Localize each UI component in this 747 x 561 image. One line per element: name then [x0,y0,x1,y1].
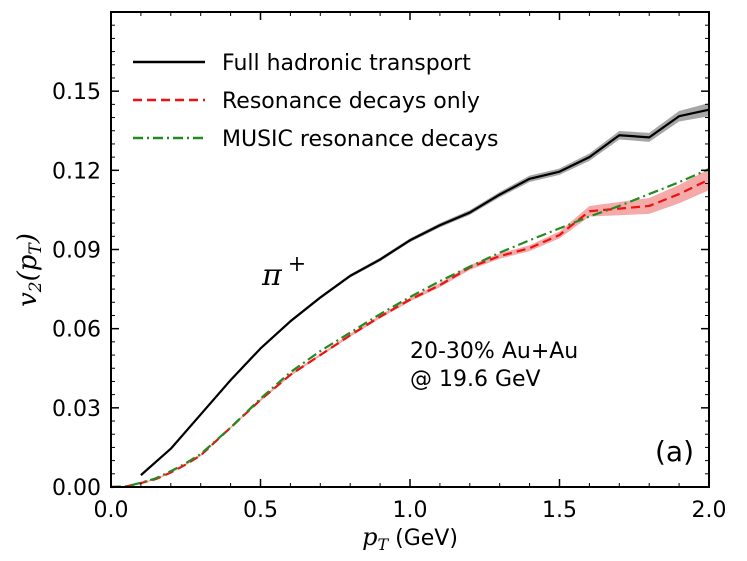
particle-label-sup: + [288,252,306,277]
x-tick-label: 0.0 [94,498,129,523]
y-axis-ticks: 0.00 0.03 0.06 0.09 0.12 0.15 [52,24,709,501]
x-axis-ticks: 0.0 0.5 1.0 1.5 2.0 [94,12,727,523]
series-lines [110,108,710,489]
x-axis-label-sub: T [377,535,389,554]
system-label-line1: 20-30% Au+Au [410,339,578,364]
y-tick-label: 0.00 [52,476,101,501]
particle-label: π + [261,252,306,293]
legend-label-resonance-decays-only: Resonance decays only [222,89,480,114]
y-axis-label-arg-var: p [13,254,43,271]
x-axis-label-unit: (GeV) [388,526,458,551]
particle-label-base: π [261,258,283,293]
y-tick-label: 0.15 [52,80,101,105]
legend-label-full-hadronic-transport: Full hadronic transport [222,51,471,76]
panel-label: (a) [655,435,694,468]
band-resonance-decays-only [111,169,709,487]
y-tick-label: 0.12 [52,159,101,184]
line-full-hadronic-transport [140,108,710,476]
x-axis-label-var: p [362,523,377,551]
x-tick-label: 0.5 [243,498,278,523]
x-tick-label: 1.0 [393,498,428,523]
system-label-line2: @ 19.6 GeV [410,367,541,392]
x-axis-label: pT (GeV) [362,523,458,554]
y-axis-label-sub: 2 [26,281,46,293]
y-axis-label: v2(pT) [13,233,46,307]
y-axis-label-open-paren: ( [13,270,43,281]
band-full-hadronic-transport [140,103,709,477]
legend-label-music-resonance-decays: MUSIC resonance decays [222,127,498,152]
y-axis-label-var: v [13,292,43,307]
y-axis-label-arg-sub: T [26,242,46,255]
y-axis-label-close-paren: ) [13,233,43,244]
y-tick-label: 0.06 [52,318,101,343]
error-bands [111,103,709,487]
line-music-resonance-decays [110,168,710,489]
y-tick-label: 0.03 [52,397,101,422]
x-tick-label: 1.5 [542,498,577,523]
legend: Full hadronic transport Resonance decays … [133,51,498,152]
line-resonance-decays-only [110,178,710,489]
x-tick-label: 2.0 [692,498,727,523]
y-tick-label: 0.09 [52,239,101,264]
